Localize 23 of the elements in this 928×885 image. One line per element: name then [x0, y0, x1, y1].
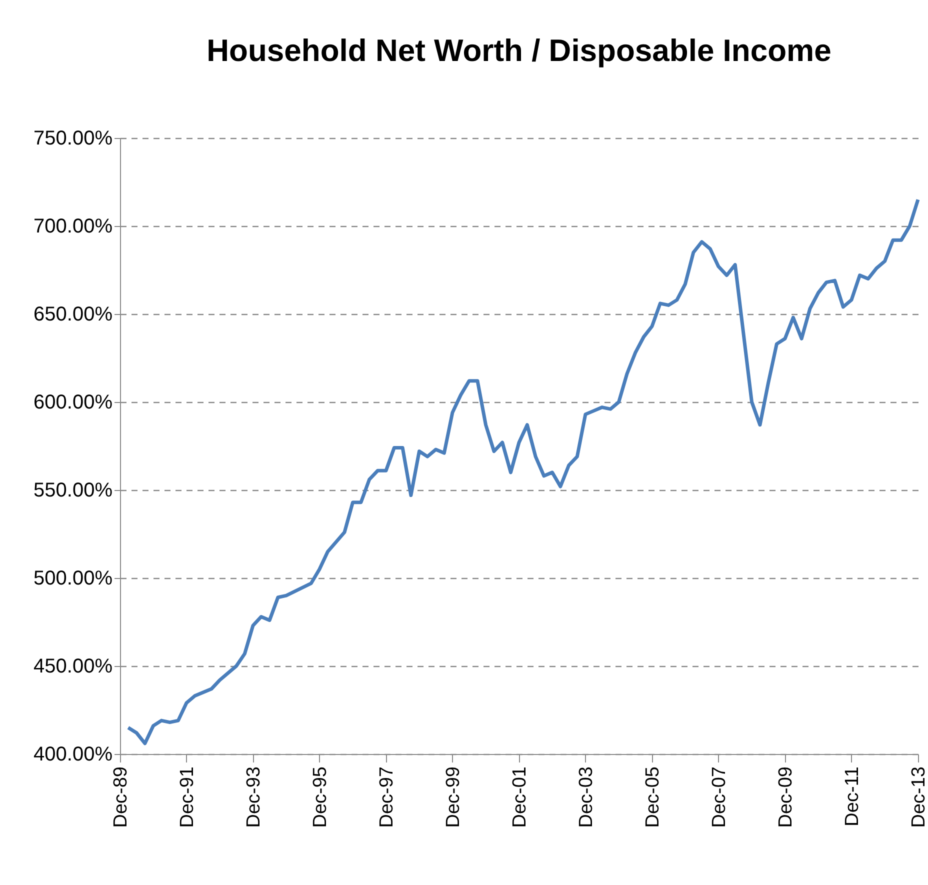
- x-tick-label: Dec-93: [244, 766, 264, 828]
- y-tick-label: 500.00%: [34, 568, 113, 590]
- x-tick-label: Dec-09: [776, 766, 796, 828]
- x-tick-label: Dec-91: [176, 766, 198, 828]
- x-tick-label: Dec-11: [842, 766, 863, 826]
- y-tick-label: 400.00%: [34, 744, 113, 766]
- x-tick-label: Dec-13: [908, 766, 928, 828]
- x-tick-label: Dec-95: [310, 766, 331, 828]
- x-tick-label: Dec-01: [510, 766, 530, 828]
- y-tick-label: 550.00%: [34, 480, 113, 502]
- y-tick-label: 600.00%: [34, 392, 113, 414]
- x-tick-label: Dec-03: [576, 766, 597, 828]
- chart-title: Household Net Worth / Disposable Income: [206, 33, 832, 68]
- line-series: [126, 198, 920, 746]
- y-tick-label: 700.00%: [34, 216, 113, 238]
- x-tick-label: Dec-89: [110, 766, 132, 828]
- y-tick-label: 450.00%: [34, 656, 113, 678]
- y-tick-label: 650.00%: [34, 304, 113, 326]
- x-tick-label: Dec-99: [442, 766, 464, 828]
- y-tick-label: 750.00%: [34, 128, 113, 150]
- x-tick-label: Dec-07: [708, 766, 730, 828]
- x-tick-label: Dec-97: [376, 766, 398, 828]
- x-tick-label: Dec-05: [642, 766, 664, 828]
